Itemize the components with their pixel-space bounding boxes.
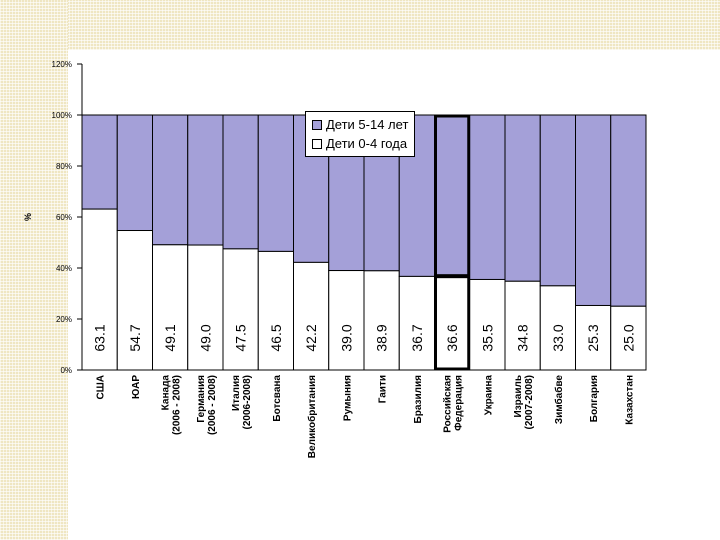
category-label-line: Болгария [589,375,600,422]
category-label-line: Зимбабве [553,375,565,425]
bar-value-label: 33.0 [550,324,566,351]
bar-segment-older [81,114,118,210]
bar-segment-older [539,114,576,287]
category-label-line: Гаити [378,375,389,403]
category-label-line: Румыния [342,375,353,421]
bar-value-label: 36.7 [409,324,425,351]
category-label: Гаити [378,375,389,403]
bar-segment-younger [610,305,647,371]
category-label-line: ЮАР [131,375,142,399]
y-tick-label: 120% [52,60,72,69]
bar-segment-younger [152,244,189,371]
bar-segment-older [469,114,506,280]
bar-segment-younger [257,250,294,371]
category-label-line: (2006-2008) [242,375,253,429]
y-tick-label: 0% [60,366,72,375]
y-tick-label: 100% [52,111,72,120]
category-label-line: Федерация [454,375,465,431]
bar-segment-older [257,114,294,252]
y-tick-label: 40% [56,264,72,273]
bar-segment-younger [363,270,400,371]
legend-swatch-younger [312,138,322,149]
category-label-line: Украина [483,375,494,416]
bar-value-label: 46.5 [268,324,284,351]
category-label-line: Канада [161,375,172,411]
legend-swatch-older [312,119,322,130]
category-label-line: (2006 - 2008) [172,375,183,435]
category-label-line: США [96,375,107,400]
bar-value-label: 36.6 [444,324,460,351]
category-label-line: Италия [231,375,242,411]
bar-segment-younger [293,261,330,371]
category-label: Германия(2006 - 2008) [196,375,218,435]
category-label: Италия(2006-2008) [231,375,253,430]
legend-item-older: Дети 5-14 лет [312,115,408,134]
bar-segment-younger [539,285,576,371]
y-axis-label: % [23,213,33,221]
category-label: Украина [483,375,494,416]
chart-legend: Дети 5-14 лет Дети 0-4 года [305,111,416,157]
y-tick-label: 80% [56,162,72,171]
category-label-line: Российская [443,375,454,433]
category-label-line: Германия [196,375,207,423]
highlight-box-younger [434,275,471,371]
bar-value-label: 25.3 [585,324,601,351]
category-label: Великобритания [306,375,318,458]
bar-value-label: 25.0 [620,324,636,351]
bar-segment-older [575,114,612,306]
category-label: Казахстан [624,375,635,425]
bar-segment-younger [504,280,541,371]
category-label-line: (2006 - 2008) [207,375,218,435]
category-label-line: Казахстан [624,375,635,425]
bar-value-label: 49.1 [162,324,178,351]
bar-segment-older [504,114,541,282]
bar-value-label: 35.5 [479,324,495,351]
category-label-line: Великобритания [306,375,318,458]
bar-segment-younger [222,248,259,371]
category-label: РоссийскаяФедерация [443,375,465,433]
bar-value-label: 42.2 [303,324,319,351]
bar-segment-older [222,114,259,250]
category-label-line: Бразилия [413,375,424,424]
category-label: Бразилия [413,375,424,424]
category-label: Румыния [342,375,353,421]
category-label: Канада(2006 - 2008) [161,375,183,435]
legend-label-older: Дети 5-14 лет [326,117,409,132]
category-label: Болгария [589,375,600,422]
bar-value-label: 47.5 [233,324,249,351]
bar-segment-older [152,114,189,246]
category-label: Зимбабве [553,375,565,425]
category-label-line: (2007-2008) [524,375,535,429]
decorative-pattern-band [0,0,720,50]
bar-value-label: 39.0 [338,324,354,351]
category-label: Израиль(2007-2008) [513,375,535,429]
bar-segment-older [187,114,224,246]
bar-value-label: 54.7 [127,324,143,351]
bar-segment-younger [398,275,435,371]
category-label-line: Ботсвана [272,375,283,422]
bar-segment-older [610,114,647,307]
y-tick-label: 20% [56,315,72,324]
bar-segment-older [434,114,471,278]
bar-segment-younger [187,244,224,371]
y-tick-label: 60% [56,213,72,222]
legend-label-younger: Дети 0-4 года [326,136,408,151]
bar-segment-younger [469,278,506,371]
category-label: США [96,375,107,400]
category-label: Ботсвана [272,375,283,422]
category-label: ЮАР [131,375,142,399]
category-label-line: Израиль [513,375,524,417]
legend-item-younger: Дети 0-4 года [312,134,408,153]
bar-value-label: 63.1 [92,324,108,351]
bar-segment-older [116,114,153,232]
decorative-pattern-strip [0,0,68,540]
bar-segment-younger [328,270,365,371]
bar-value-label: 38.9 [374,324,390,351]
bar-segment-younger [434,276,471,371]
bar-value-label: 34.8 [515,324,531,351]
bar-value-label: 49.0 [197,324,213,351]
